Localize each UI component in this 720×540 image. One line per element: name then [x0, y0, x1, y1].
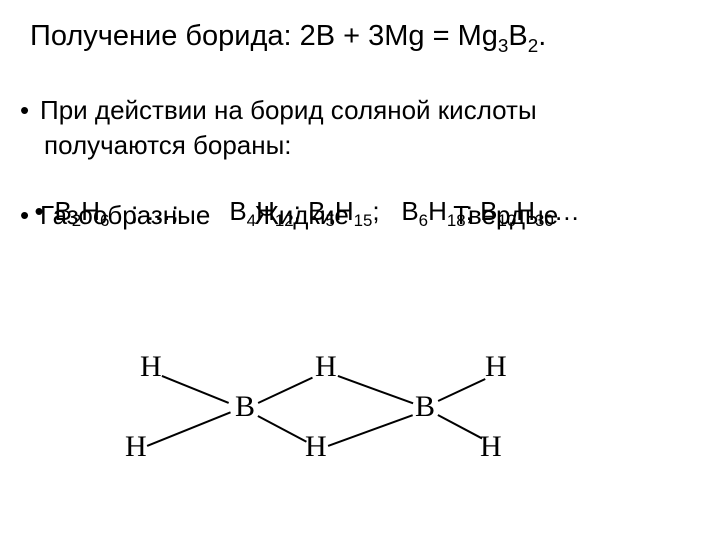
diborane-structure-diagram: H H B H H B H H [110, 350, 610, 520]
page-title: Получение борида: 2B + 3Mg = Mg3B2. [30, 20, 546, 57]
state-gas: Газообразные [40, 200, 210, 230]
state-solid: Твердые [453, 200, 558, 230]
bullet-1-text: При действии на борид соляной кислоты [40, 95, 537, 125]
title-suffix: . [538, 20, 546, 52]
bullet-dot: • [20, 95, 40, 126]
atom-B2: B [415, 390, 435, 424]
atom-H5: H [485, 350, 507, 384]
bond [258, 377, 313, 404]
bond [328, 414, 413, 446]
atom-H1: H [140, 350, 162, 384]
state-liquid: Жидкие [255, 200, 349, 230]
atom-B1: B [235, 390, 255, 424]
atom-H3: H [315, 350, 337, 384]
atom-H2: H [125, 430, 147, 464]
bullet-1b: получаются бораны: [44, 130, 292, 161]
bullet-1: •При действии на борид соляной кислоты [20, 95, 537, 126]
title-sub2: 2 [528, 35, 538, 56]
atom-H4: H [305, 430, 327, 464]
bond [147, 411, 231, 446]
bond [258, 415, 307, 442]
bond [438, 378, 486, 401]
atom-H6: H [480, 430, 502, 464]
bond [338, 375, 414, 404]
title-sub1: 3 [498, 35, 508, 56]
title-mid: B [508, 20, 527, 52]
bond [438, 414, 483, 439]
bond [162, 375, 229, 403]
bullet-3: •Газообразные Жидкие Твердые [20, 200, 558, 231]
title-prefix: Получение борида: 2B + 3Mg = Mg [30, 20, 498, 52]
bullet-dot: • [20, 200, 40, 231]
bullet-1b-text: получаются бораны: [44, 130, 292, 160]
